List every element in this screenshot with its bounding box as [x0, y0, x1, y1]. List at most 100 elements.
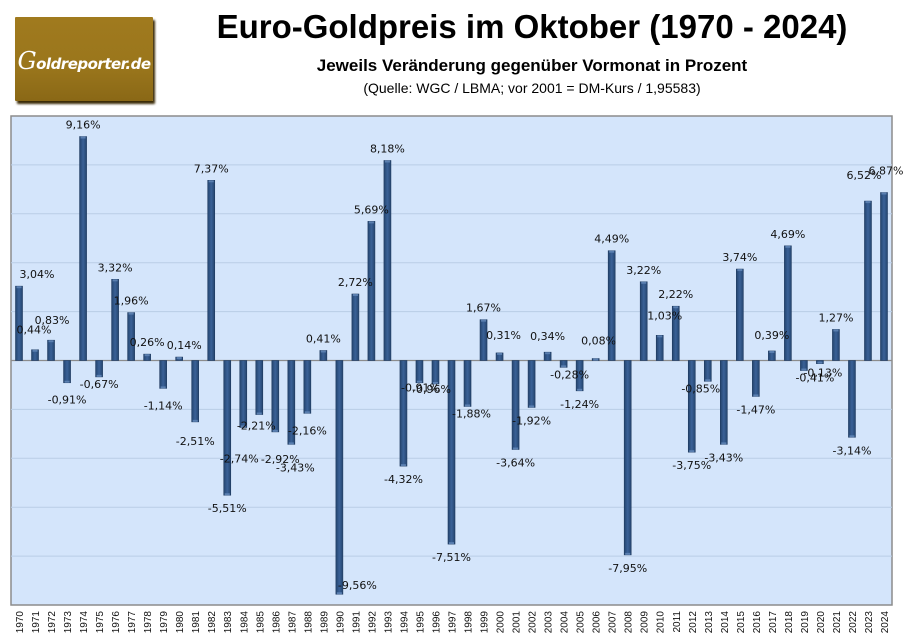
bar-cap: [176, 357, 182, 360]
x-tick-1992: 1992: [367, 611, 378, 634]
x-tick-1988: 1988: [303, 611, 314, 634]
data-label-1988: -2,16%: [288, 424, 327, 437]
bar-cap: [529, 405, 535, 408]
x-tick-1980: 1980: [175, 611, 186, 634]
data-label-2021: 1,27%: [818, 311, 853, 324]
data-label-2018: 4,69%: [770, 228, 805, 241]
bar-cap: [449, 542, 454, 545]
x-tick-1976: 1976: [111, 611, 122, 634]
bar-cap: [288, 442, 294, 445]
bar-cap: [160, 386, 166, 389]
data-label-1979: -1,14%: [144, 399, 183, 412]
chart-title: Euro-Goldpreis im Oktober (1970 - 2024): [216, 8, 848, 45]
bar-2021: [832, 329, 840, 361]
gridlines: [11, 164, 892, 557]
bar-cap: [80, 136, 86, 139]
x-tick-2007: 2007: [608, 611, 619, 634]
bar-cap: [865, 201, 871, 204]
x-tick-1990: 1990: [335, 611, 346, 634]
x-tick-1972: 1972: [47, 611, 58, 634]
x-tick-2016: 2016: [752, 611, 763, 634]
x-tick-2005: 2005: [576, 611, 587, 634]
data-label-1985: -2,21%: [237, 420, 276, 433]
bar-cap: [657, 335, 663, 338]
bar-2024: [880, 192, 888, 361]
bar-1985: [255, 360, 264, 415]
logo-text: Goldreporter.de: [15, 47, 153, 75]
bar-2016: [752, 360, 760, 397]
x-tick-1996: 1996: [431, 611, 442, 634]
bar-cap: [400, 464, 406, 467]
bar-1995: [415, 360, 424, 384]
data-label-2024: 6,87%: [869, 165, 904, 178]
x-axis-tick-labels: 1970 1971 1972 1973 1974 1975 1976 1977 1978 1979…: [15, 611, 891, 634]
x-tick-1977: 1977: [127, 611, 138, 634]
x-tick-2003: 2003: [544, 611, 555, 634]
x-tick-1981: 1981: [191, 611, 202, 634]
bar-cap: [561, 365, 567, 368]
data-label-1999: 1,67%: [466, 302, 501, 315]
bar-1996: [431, 360, 440, 385]
data-label-1986: -2,92%: [261, 453, 300, 466]
bar-1983: [223, 360, 232, 496]
bar-cap: [737, 269, 743, 272]
data-label-1989: 0,41%: [306, 332, 341, 345]
data-label-2013: -0,85%: [681, 382, 720, 395]
data-label-1982: 7,37%: [194, 162, 229, 175]
bar-cap: [384, 160, 390, 163]
data-label-2020: -0,13%: [803, 367, 842, 380]
data-label-1974: 9,16%: [66, 119, 101, 132]
x-tick-1993: 1993: [383, 611, 394, 634]
x-tick-1975: 1975: [95, 611, 106, 634]
x-tick-2012: 2012: [688, 611, 699, 634]
bar-1991: [351, 293, 360, 361]
bar-1972: [47, 339, 55, 361]
bar-cap: [16, 286, 22, 289]
data-label-2010: 1,03%: [647, 309, 682, 322]
bar-cap: [32, 349, 38, 352]
bar-cap: [192, 419, 198, 422]
bar-cap: [817, 361, 823, 364]
x-tick-2023: 2023: [864, 611, 875, 634]
bar-2023: [864, 200, 872, 361]
bar-1984: [239, 360, 248, 428]
data-label-1973: -0,91%: [48, 394, 87, 407]
bar-cap: [609, 250, 615, 253]
x-tick-2002: 2002: [528, 611, 539, 634]
bar-cap: [256, 412, 262, 415]
x-tick-2022: 2022: [848, 611, 859, 634]
bar-cap: [753, 394, 759, 397]
bar-1988: [303, 360, 312, 414]
x-tick-1970: 1970: [15, 611, 26, 634]
bar-1974: [79, 136, 87, 361]
bar-cap: [689, 450, 695, 453]
bar-2012: [687, 360, 696, 453]
bar-cap: [416, 380, 422, 383]
x-tick-1998: 1998: [464, 611, 475, 634]
bar-cap: [481, 319, 487, 322]
bar-1992: [367, 221, 376, 361]
bar-2018: [784, 245, 792, 361]
bar-cap: [320, 350, 326, 353]
data-label-2001: -3,64%: [496, 456, 535, 469]
data-label-1995: -0,91%: [401, 382, 440, 395]
data-label-1983: -5,51%: [208, 502, 247, 515]
bars: [15, 136, 888, 595]
bar-2022: [848, 360, 856, 438]
bar-cap: [641, 281, 647, 284]
data-label-2022: -3,14%: [832, 444, 871, 457]
x-tick-2006: 2006: [592, 611, 603, 634]
bar-cap: [513, 447, 519, 450]
bar-2013: [703, 360, 712, 382]
bar-cap: [240, 425, 246, 428]
data-label-1992: 5,69%: [354, 203, 389, 216]
x-tick-2009: 2009: [640, 611, 651, 634]
bar-cap: [432, 381, 438, 384]
bar-1975: [95, 360, 103, 378]
data-label-2017: 0,39%: [754, 329, 789, 342]
bar-cap: [881, 192, 887, 195]
x-tick-1989: 1989: [319, 611, 330, 634]
data-labels: 3,04% 0,44%0,83% -0,91% 9,16% -0,67% 3,32% 1,9…: [17, 119, 904, 593]
x-tick-1985: 1985: [255, 611, 266, 634]
